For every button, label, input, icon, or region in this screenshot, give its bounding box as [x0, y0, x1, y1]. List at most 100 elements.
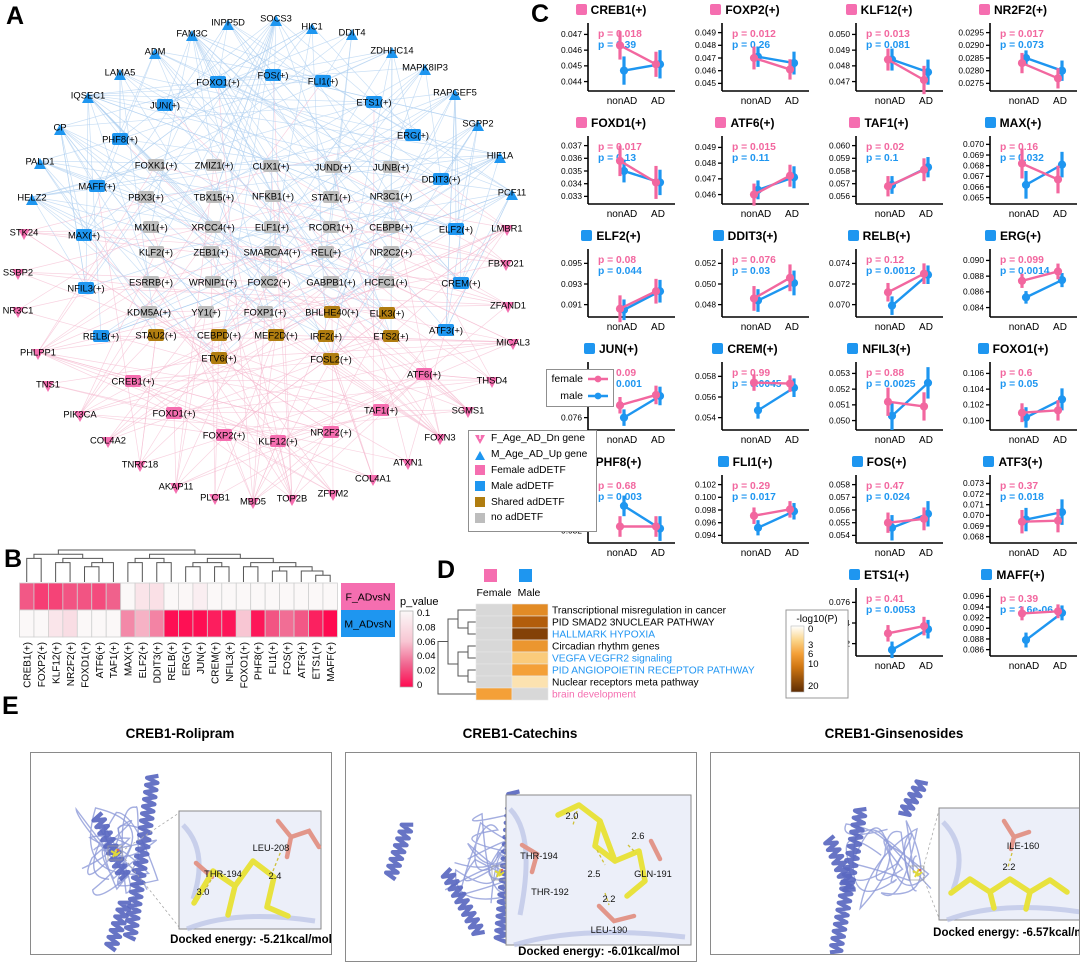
- network-node-label: HIC1: [301, 21, 322, 32]
- tf-node-square: [138, 191, 154, 203]
- gene-title: ATF6(+): [730, 115, 775, 130]
- column-label: MAX(+): [124, 642, 135, 676]
- network-node-label: MAPK8IP3: [402, 62, 448, 73]
- network-node-label: SGPP2: [462, 118, 493, 129]
- male-detf-square-icon: [712, 343, 724, 354]
- female-detf-square-icon: [978, 4, 990, 15]
- tf-node-square: [205, 221, 221, 233]
- subplot-title: ETS1(+): [812, 567, 946, 582]
- tf-node-square: [323, 191, 339, 203]
- network-node-label: INPP5D: [211, 17, 245, 28]
- row-label-box: [341, 610, 395, 637]
- heatmap-cell: [19, 582, 35, 611]
- heatmap-cell: [76, 609, 93, 638]
- subplot-title: JUN(+): [544, 341, 678, 356]
- network-legend-item: no adDETF: [469, 510, 596, 526]
- male-point: [753, 523, 763, 532]
- male-detf-square-icon: [851, 456, 863, 467]
- gene-title: FOXP2(+): [725, 2, 780, 17]
- female-point: [749, 53, 759, 63]
- female-detf-square-icon: [845, 4, 857, 15]
- column-label: ELF2(+): [138, 642, 149, 678]
- heatmap-cell: [62, 582, 78, 611]
- docking-structure-1: LEU-208 2.4 THR-194 3.0 Docked energy: -5.21…: [75, 773, 332, 953]
- y-tick-label: 0.050: [829, 29, 850, 39]
- network-node-label: NFKB1(+): [252, 191, 294, 202]
- p-value-female: p = 0.16: [1000, 142, 1038, 153]
- panel-a-label: A: [6, 2, 25, 30]
- y-tick-label: 0.094: [695, 530, 716, 540]
- d-cell-male: [511, 639, 549, 653]
- p-value-female: p = 0.017: [1000, 29, 1044, 40]
- network-node-label: FAM3C: [176, 28, 207, 39]
- d-cell-female: [475, 675, 513, 689]
- b-legend-tick: 0.06: [417, 637, 436, 648]
- tf-node-square: [210, 76, 226, 88]
- female-target-triangle-icon: [434, 434, 446, 445]
- y-tick-label: 0.070: [963, 510, 984, 520]
- p-value-male: p = 0.044: [598, 266, 642, 277]
- p-value-female: p = 0.099: [1000, 255, 1044, 266]
- heatmap-cell: [76, 582, 93, 611]
- subplot-FOXO1(+): FOXO1(+) 0.100 0.102 0.104 0.106 p = 0.6 p = 0…: [946, 341, 1080, 454]
- x-tick-label: nonAD: [1009, 96, 1040, 107]
- heatmap-cell: [62, 609, 78, 638]
- gene-title: ETS1(+): [863, 567, 909, 582]
- y-tick-label: 0.046: [695, 65, 716, 75]
- subplot-ATF3(+): ATF3(+) 0.068 0.069 0.070 0.071 0.072 0.073 p =…: [946, 454, 1080, 567]
- female-point: [1053, 516, 1063, 525]
- subplot-plot: 0.056 0.057 0.058 0.059 0.060 p = 0.02p = 0.1…: [829, 136, 943, 220]
- network-node-label: MXI1(+): [134, 222, 168, 233]
- b-legend-tick: 0.08: [417, 622, 436, 633]
- d-cell-male: [511, 603, 549, 617]
- inset-annotation: 2.4: [269, 871, 282, 881]
- y-tick-label: 0.046: [695, 189, 716, 199]
- p-value-male: p = 0.1: [866, 153, 899, 164]
- female-point: [1017, 58, 1027, 68]
- y-tick-label: 0.034: [561, 178, 582, 188]
- inset-annotation: LEU-208: [253, 843, 290, 853]
- male-point: [1057, 275, 1067, 285]
- inset-annotation: THR-192: [531, 887, 569, 897]
- x-tick-label: AD: [785, 209, 799, 220]
- protein-helix-icon: [104, 900, 132, 953]
- network-node-label: ETV6(+): [201, 353, 236, 364]
- female-point: [785, 273, 795, 282]
- subplot-FOS(+): FOS(+) 0.054 0.055 0.056 0.057 0.058 p = 0.47 p…: [812, 454, 946, 567]
- network-node-label: ESRRB(+): [129, 277, 173, 288]
- network-node-label: JUNB(+): [373, 162, 409, 173]
- docking-structure-3: ILE-160 2.2 Docked energy: -6.57kcal/mol: [823, 779, 1080, 955]
- residue-stick-icon: [284, 834, 294, 860]
- d-cell-female: [475, 639, 513, 653]
- network-node-label: IQSEC1: [71, 90, 105, 101]
- male-point: [887, 301, 897, 310]
- female-point: [919, 621, 929, 631]
- network-node-label: SMARCA4(+): [243, 247, 300, 258]
- d-cell-female: [475, 663, 513, 677]
- p-value-female: p = 0.09: [598, 368, 636, 379]
- male-point: [1057, 160, 1067, 169]
- subplot-title: ELF2(+): [544, 228, 678, 243]
- subplot-ATF6(+): ATF6(+) 0.046 0.047 0.048 0.049 p = 0.015 p = …: [678, 115, 812, 228]
- p-value-female: p = 0.37: [1000, 481, 1038, 492]
- d-cell-male: [511, 627, 549, 641]
- female-point: [919, 75, 929, 85]
- subplot-plot: 0.094 0.096 0.098 0.100 0.102 p = 0.29p = 0.0…: [695, 475, 809, 559]
- tf-node-square: [416, 368, 432, 380]
- male-target-triangle-icon: [306, 23, 318, 34]
- p-value-male: p = 0.018: [1000, 492, 1044, 503]
- x-tick-label: AD: [785, 322, 799, 333]
- x-tick-label: nonAD: [1009, 209, 1040, 220]
- heatmap-cell: [178, 582, 194, 611]
- network-node-label: FOXP2(+): [203, 430, 245, 441]
- female-point: [1053, 74, 1063, 83]
- heatmap-cell: [120, 609, 136, 638]
- heatmap-cell: [163, 582, 179, 611]
- protein-loop-icon: [875, 830, 930, 892]
- p-value-male: p = 0.073: [1000, 40, 1044, 51]
- gene-title: FOXD1(+): [590, 115, 646, 130]
- protein-helix-icon: [383, 822, 414, 882]
- y-tick-label: 0.054: [695, 412, 716, 422]
- subplot-title: ERG(+): [946, 228, 1080, 243]
